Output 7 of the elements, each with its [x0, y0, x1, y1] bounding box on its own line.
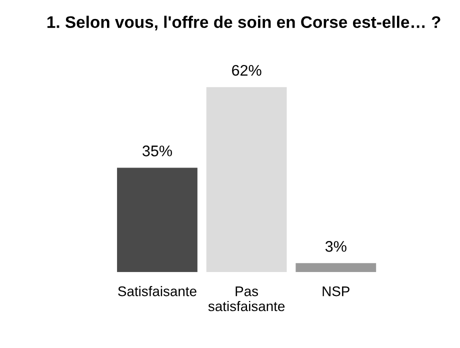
data-label: 62% [232, 64, 262, 76]
x-tick-label: NSP [322, 286, 350, 296]
chart-title: 1. Selon vous, l'offre de soin en Corse est-elle… ? [47, 16, 440, 30]
x-tick-label: Satisfaisante [118, 286, 196, 296]
data-label: 35% [142, 146, 172, 156]
x-tick-label: Pas satisfaisante [208, 286, 285, 312]
data-label: 3% [325, 241, 346, 252]
